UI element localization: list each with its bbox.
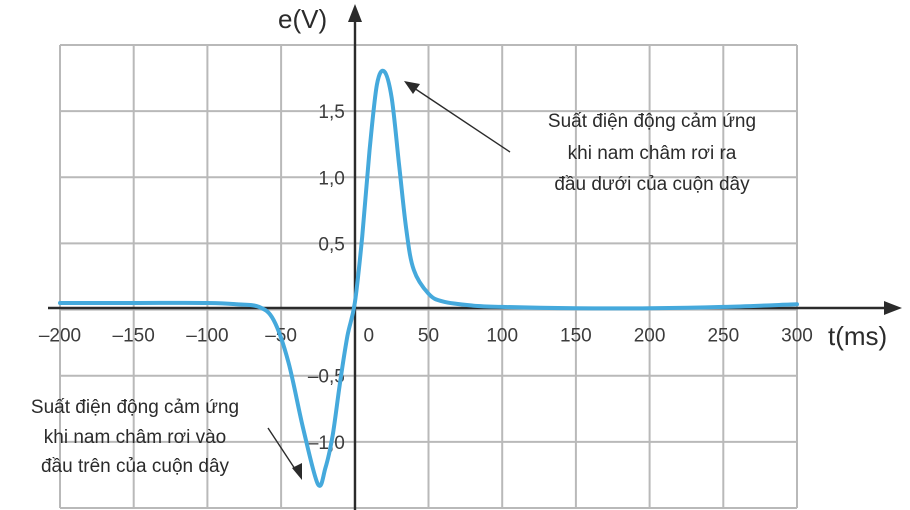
series-line xyxy=(58,68,799,488)
x-tick-label: –200 xyxy=(39,326,81,347)
annotation-exit-line-2: khi nam châm rơi ra xyxy=(568,143,737,164)
x-axis-arrow xyxy=(884,301,902,315)
annotation-entry: Suất điện động cảm ứng khi nam châm rơi … xyxy=(31,397,302,480)
x-tick-label: 200 xyxy=(634,326,666,347)
annotation-entry-arrow-head xyxy=(292,463,302,480)
annotation-entry-line-1: Suất điện động cảm ứng xyxy=(31,397,239,418)
annotation-exit-line-1: Suất điện động cảm ứng xyxy=(548,111,756,132)
x-axis-title: t(ms) xyxy=(828,321,887,351)
tick-labels: –200 –150 –100 –50 0 50 100 150 200 250 300–1,0–0,… xyxy=(39,102,813,454)
annotation-entry-line-2: khi nam châm rơi vào xyxy=(44,427,226,448)
x-tick-label: 0 xyxy=(364,326,375,347)
y-axis-title: e(V) xyxy=(278,4,327,34)
annotation-exit-arrow-head xyxy=(404,81,420,94)
annotation-entry-arrow-line xyxy=(267,427,298,473)
y-tick-label: –1,0 xyxy=(308,433,345,454)
x-tick-label: 50 xyxy=(418,326,439,347)
annotation-entry-line-3: đầu trên của cuộn dây xyxy=(41,456,230,477)
annotation-exit-arrow-line xyxy=(413,87,511,153)
annotations: Suất điện động cảm ứng khi nam châm rơi … xyxy=(31,81,756,480)
x-tick-label: –100 xyxy=(186,326,228,347)
y-tick-label: 1,5 xyxy=(318,102,344,123)
y-tick-label: –0,5 xyxy=(308,367,345,388)
y-axis-arrow xyxy=(348,4,362,22)
chart-grid xyxy=(59,44,798,509)
x-tick-label: 300 xyxy=(781,326,813,347)
x-tick-label: 100 xyxy=(486,326,518,347)
y-tick-label: 0,5 xyxy=(318,234,344,255)
annotation-exit: Suất điện động cảm ứng khi nam châm rơi … xyxy=(404,81,756,195)
x-tick-label: 250 xyxy=(707,326,739,347)
y-tick-label: 1,0 xyxy=(318,168,344,189)
annotation-exit-line-3: đầu dưới của cuộn dây xyxy=(554,174,750,195)
x-tick-label: 150 xyxy=(560,326,592,347)
x-tick-label: –150 xyxy=(113,326,155,347)
